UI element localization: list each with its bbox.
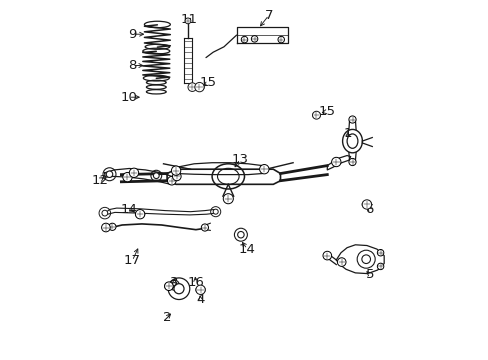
Text: 9: 9	[128, 28, 136, 41]
Circle shape	[106, 171, 113, 177]
Circle shape	[241, 36, 247, 43]
Text: 11: 11	[180, 13, 197, 26]
Text: 3: 3	[170, 276, 178, 289]
Text: 7: 7	[264, 9, 273, 22]
Text: 14: 14	[120, 203, 137, 216]
Text: 13: 13	[231, 153, 248, 166]
Circle shape	[174, 284, 183, 294]
Circle shape	[102, 223, 110, 232]
Circle shape	[172, 172, 181, 181]
Circle shape	[196, 285, 205, 294]
Circle shape	[251, 36, 257, 42]
Circle shape	[223, 194, 233, 204]
Circle shape	[129, 168, 139, 177]
Circle shape	[259, 165, 268, 174]
Text: 17: 17	[123, 255, 141, 267]
Circle shape	[362, 200, 371, 209]
Circle shape	[377, 249, 383, 256]
Circle shape	[201, 224, 208, 231]
Text: 14: 14	[239, 243, 255, 256]
Circle shape	[348, 116, 355, 123]
Circle shape	[331, 157, 340, 167]
Text: 15: 15	[200, 76, 217, 89]
Text: 10: 10	[120, 91, 137, 104]
Circle shape	[171, 283, 177, 288]
Circle shape	[108, 223, 116, 230]
Circle shape	[361, 255, 370, 264]
Circle shape	[277, 36, 284, 43]
Circle shape	[337, 258, 346, 266]
Circle shape	[122, 172, 132, 182]
Circle shape	[167, 176, 176, 185]
Text: 15: 15	[317, 105, 334, 118]
Circle shape	[322, 251, 331, 260]
Text: 2: 2	[163, 311, 171, 324]
Circle shape	[185, 18, 190, 24]
Text: 6: 6	[365, 203, 373, 216]
Circle shape	[164, 282, 173, 291]
Circle shape	[194, 82, 204, 92]
Circle shape	[135, 210, 144, 219]
Circle shape	[187, 83, 196, 91]
Circle shape	[312, 111, 320, 119]
Circle shape	[102, 210, 107, 216]
Circle shape	[153, 173, 159, 179]
Circle shape	[377, 263, 383, 270]
Circle shape	[237, 231, 244, 238]
Text: 8: 8	[128, 59, 136, 72]
Text: 16: 16	[187, 276, 204, 289]
Text: 5: 5	[365, 268, 373, 281]
Circle shape	[171, 166, 181, 175]
Text: 4: 4	[196, 293, 204, 306]
Text: 1: 1	[343, 127, 352, 140]
Circle shape	[213, 209, 218, 214]
Circle shape	[348, 158, 355, 166]
Text: 12: 12	[91, 174, 108, 186]
